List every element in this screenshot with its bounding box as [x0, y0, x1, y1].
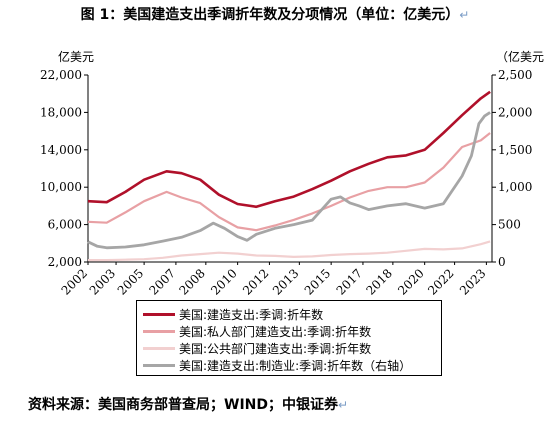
- legend-label: 美国:私人部门建造支出:季调:折年数: [179, 325, 372, 339]
- right-axis-tick-label: 500: [498, 218, 521, 232]
- chart-legend: 美国:建造支出:季调:折年数美国:私人部门建造支出:季调:折年数 美国:公共部门建…: [136, 300, 442, 376]
- x-axis-tick-label: 2010: [208, 266, 239, 297]
- x-axis-tick-label: 2008: [176, 266, 207, 297]
- x-axis-tick-label: 2015: [302, 266, 333, 297]
- x-axis-tick-label: 2018: [363, 266, 394, 297]
- legend-swatch: [143, 313, 175, 316]
- legend-item: 美国:建造支出:制造业:季调:折年数（右轴）: [143, 357, 441, 374]
- left-axis-tick-label: 14,000: [40, 143, 82, 157]
- paragraph-mark-icon: ↵: [338, 398, 349, 412]
- right-axis-tick-label: 0: [498, 255, 506, 269]
- right-axis-unit: （亿美元: [496, 49, 544, 64]
- series-line-3: [88, 240, 491, 262]
- x-axis-tick-label: 2020: [395, 266, 426, 297]
- legend-swatch: [143, 347, 175, 350]
- chart-canvas: 2,000 6,000 10,000 14,000 18,000 22,000 0 500 1,…: [40, 49, 544, 298]
- legend-item: 美国:公共部门建造支出:季调:折年数: [143, 340, 441, 357]
- legend-label: 美国:公共部门建造支出:季调:折年数: [179, 342, 372, 356]
- paragraph-mark-icon: ↵: [459, 8, 470, 22]
- right-axis-tick-label: 1,500: [498, 143, 532, 157]
- x-axis-tick-label: 2003: [87, 266, 118, 297]
- x-axis-tick-label: 2007: [147, 266, 178, 297]
- left-axis-tick-label: 18,000: [40, 105, 82, 119]
- series-line-1: [87, 90, 491, 209]
- right-axis-tick-label: 1,000: [498, 180, 532, 194]
- series-line-2: [87, 132, 491, 232]
- left-axis-tick-label: 2,000: [48, 255, 82, 269]
- chart-title: 图 1：美国建造支出季调折年数及分项情况（单位：亿美元）↵: [80, 7, 470, 23]
- left-axis-tick-label: 6,000: [48, 218, 82, 232]
- x-axis-tick-label: 2023: [457, 266, 488, 297]
- source-note: 资料来源：美国商务部普查局；WIND；中银证券↵: [28, 397, 349, 413]
- x-axis-tick-label: 2013: [270, 266, 301, 297]
- legend-item: 美国:私人部门建造支出:季调:折年数: [143, 323, 441, 340]
- legend-label: 美国:建造支出:季调:折年数: [179, 308, 324, 322]
- x-axis-tick-label: 2017: [334, 266, 365, 297]
- left-axis-tick-label: 22,000: [40, 68, 82, 82]
- legend-item: 美国:建造支出:季调:折年数: [143, 306, 441, 323]
- x-axis-tick-label: 2012: [240, 266, 271, 297]
- left-axis-unit: 亿美元: [58, 49, 94, 64]
- right-axis-tick-label: 2,000: [498, 105, 532, 119]
- left-axis-tick-label: 10,000: [40, 180, 82, 194]
- legend-swatch: [143, 364, 175, 367]
- legend-swatch: [143, 330, 175, 333]
- x-axis-tick-label: 2022: [425, 266, 456, 297]
- legend-label: 美国:建造支出:制造业:季调:折年数（右轴）: [179, 359, 412, 373]
- x-axis-tick-label: 2002: [59, 266, 90, 297]
- right-axis-tick-label: 2,500: [498, 68, 532, 82]
- x-axis-tick-label: 2005: [115, 266, 146, 297]
- series-line-4: [87, 111, 491, 250]
